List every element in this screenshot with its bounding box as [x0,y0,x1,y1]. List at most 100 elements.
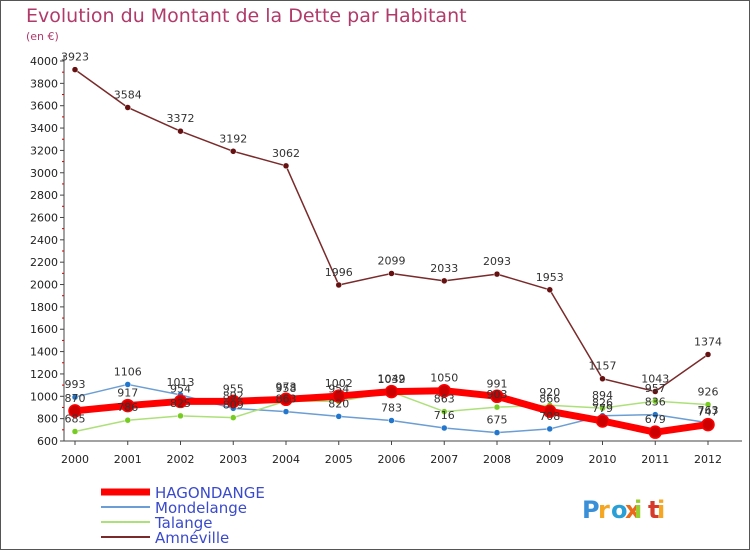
logo-letter: P [582,496,600,524]
data-point [282,162,290,170]
data-label-amn-ville: 1996 [325,266,353,279]
data-label-talange: 894 [592,389,613,402]
x-tick-label: 2008 [483,453,511,466]
data-label-talange: 825 [170,397,191,410]
data-point [71,66,79,73]
data-label-hagondange: 973 [276,380,297,393]
data-label-amn-ville: 3192 [219,132,247,145]
x-tick-label: 2012 [694,453,722,466]
data-label-talange: 958 [276,382,297,395]
chart-title: Evolution du Montant de la Dette par Hab… [26,5,467,27]
legend-label: HAGONDANGE [155,484,265,502]
x-tick-label: 2004 [272,453,300,466]
x-tick-label: 2007 [430,453,458,466]
data-label-hagondange: 991 [487,377,508,390]
data-point [595,414,610,428]
data-label-talange: 903 [487,388,508,401]
proxiti-logo: Pr oxi ti [582,496,665,524]
data-label-mondelange: 820 [328,397,349,410]
data-label-mondelange: 1013 [167,376,195,389]
x-tick-label: 2001 [114,453,142,466]
data-point [230,148,237,155]
x-tick-label: 2011 [641,453,669,466]
data-point [441,424,448,432]
data-label-talange: 957 [645,382,666,395]
x-tick-label: 2002 [167,453,195,466]
data-point [441,277,448,285]
logo-letter: r [598,496,610,524]
data-point [490,389,504,404]
legend-label: Mondelange [155,499,247,517]
data-point [652,411,659,418]
data-label-amn-ville: 3923 [61,51,89,64]
data-label-mondelange: 826 [592,397,613,410]
data-label-amn-ville: 3372 [167,112,195,125]
data-point [226,394,240,409]
data-label-amn-ville: 1953 [536,271,564,284]
y-tick-label: 3200 [30,144,58,157]
legend-label: Talange [154,514,213,532]
y-tick-label: 2400 [30,234,58,247]
data-label-talange: 954 [328,382,349,395]
data-point [68,404,82,418]
data-label-mondelange: 836 [645,396,666,409]
data-point [441,408,448,415]
y-tick-label: 1400 [30,346,58,359]
data-point [388,270,395,277]
y-tick-label: 1600 [30,323,58,336]
y-tick-label: 2600 [30,211,58,224]
data-label-talange: 809 [223,399,244,412]
x-tick-label: 2006 [378,453,406,466]
y-tick-label: 4000 [30,55,58,68]
data-label-amn-ville: 2099 [378,254,406,267]
data-label-hagondange: 679 [645,413,666,426]
data-label-hagondange: 866 [539,392,560,405]
data-label-talange: 926 [698,386,719,399]
logo-letter: i [634,496,642,524]
data-label-mondelange: 675 [487,414,508,427]
data-label-hagondange: 955 [223,382,244,395]
x-tick-label: 2010 [589,453,617,466]
x-tick-label: 2003 [219,453,247,466]
logo-letter: t [648,496,659,524]
data-point [437,383,451,398]
data-point [124,416,131,424]
data-label-hagondange: 1050 [430,372,458,385]
data-point [230,414,237,421]
data-point [177,127,184,135]
y-tick-label: 3400 [30,122,58,135]
data-point [648,425,662,439]
data-label-amn-ville: 2093 [483,255,511,268]
data-label-mondelange: 993 [65,378,86,391]
data-label-amn-ville: 1157 [589,360,617,373]
data-label-mondelange: 716 [434,409,455,422]
data-label-amn-ville: 2033 [430,262,458,275]
chart-subtitle: (en €) [26,30,59,43]
y-tick-label: 3800 [30,77,58,90]
y-tick-label: 2200 [30,256,58,269]
data-point [124,381,131,388]
data-label-amn-ville: 3584 [114,88,142,101]
data-point [546,425,553,433]
data-label-mondelange: 1106 [114,365,142,378]
data-label-talange: 1039 [378,373,406,386]
data-label-hagondange: 1002 [325,377,353,390]
x-tick-label: 2009 [536,453,564,466]
y-tick-label: 3000 [30,167,58,180]
data-point [121,398,135,413]
data-point [71,393,79,401]
y-tick-label: 1000 [30,390,58,403]
data-label-hagondange: 917 [117,387,138,400]
data-point [652,388,659,395]
data-point [546,286,553,294]
data-point [701,417,715,432]
data-label-amn-ville: 1043 [641,372,669,385]
data-label-talange: 863 [434,393,455,406]
data-point [652,397,659,405]
data-label-hagondange: 747 [698,406,719,419]
x-tick-label: 2005 [325,453,353,466]
